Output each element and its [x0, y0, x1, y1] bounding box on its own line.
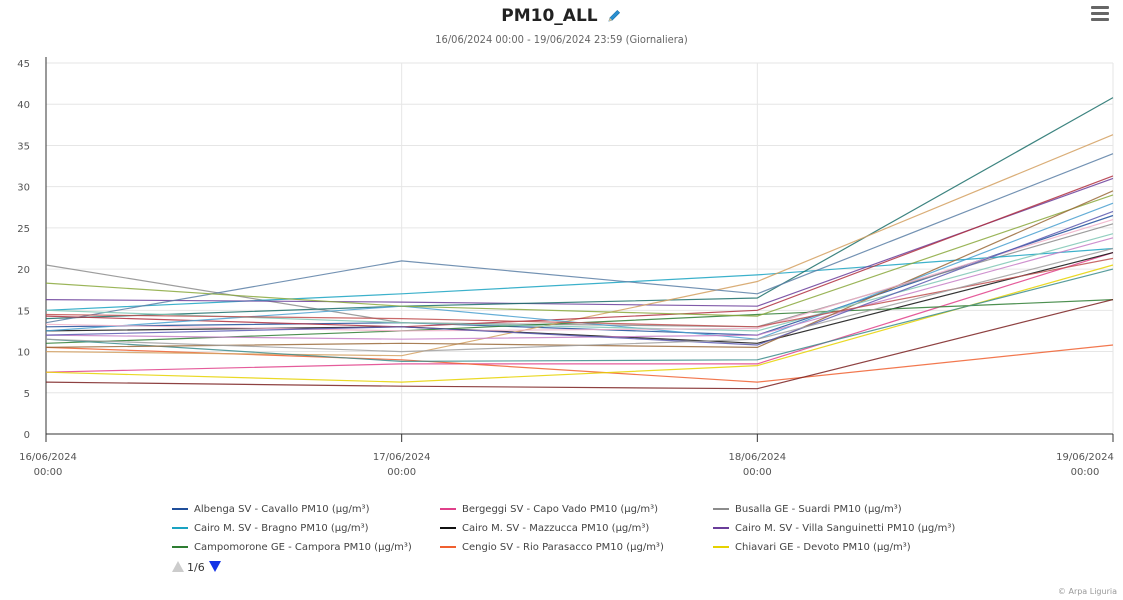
- x-tick-label-date: 17/06/2024: [373, 452, 431, 463]
- x-tick-label-time: 00:00: [743, 467, 772, 478]
- legend-item-label: Busalla GE - Suardi PM10 (µg/m³): [735, 504, 902, 515]
- y-tick-label: 15: [17, 306, 30, 317]
- credits-text: © Arpa Liguria: [1057, 587, 1117, 596]
- y-tick-label: 45: [17, 59, 30, 70]
- y-tick-label: 0: [24, 430, 30, 441]
- series-line: [45, 237, 1114, 340]
- series-line: [45, 210, 1114, 346]
- x-tick-label-date: 16/06/2024: [19, 452, 77, 463]
- legend-pager: 1/6: [172, 561, 221, 575]
- series-line: [45, 257, 1114, 328]
- series-line: [45, 268, 1114, 363]
- legend-item-label: Chiavari GE - Devoto PM10 (µg/m³): [735, 542, 911, 553]
- y-tick-label: 35: [17, 141, 30, 152]
- legend-page-up-arrow-icon: [172, 561, 184, 572]
- series-line: [45, 247, 1114, 353]
- series-line: [45, 97, 1114, 320]
- x-tick-label-date: 18/06/2024: [729, 452, 787, 463]
- edit-pencil-icon[interactable]: [607, 8, 622, 27]
- chart-title: PM10_ALL: [501, 6, 598, 26]
- legend-item-albenga-cavallo[interactable]: Albenga SV - Cavallo PM10 (µg/m³): [172, 503, 369, 517]
- y-tick-label: 25: [17, 224, 30, 235]
- legend-swatch: [713, 546, 729, 548]
- legend-item-cairo-villa-sanguinetti[interactable]: Cairo M. SV - Villa Sanguinetti PM10 (µg…: [713, 522, 955, 536]
- legend-swatch: [713, 508, 729, 510]
- legend-item-cengio-rio-parasacco[interactable]: Cengio SV - Rio Parasacco PM10 (µg/m³): [440, 541, 664, 555]
- legend-item-campomorone-campora[interactable]: Campomorone GE - Campora PM10 (µg/m³): [172, 541, 412, 555]
- series-line: [45, 194, 1114, 317]
- legend-swatch: [172, 508, 188, 510]
- legend-item-label: Cairo M. SV - Villa Sanguinetti PM10 (µg…: [735, 523, 956, 534]
- series-line: [45, 153, 1114, 324]
- chart-menu-hamburger-icon[interactable]: [1091, 6, 1109, 22]
- legend-swatch: [172, 546, 188, 548]
- series-line: [45, 219, 1114, 332]
- legend-item-bergeggi-capo-vado[interactable]: Bergeggi SV - Capo Vado PM10 (µg/m³): [440, 503, 658, 517]
- legend-page-number: 1/6: [187, 561, 205, 574]
- legend-item-label: Bergeggi SV - Capo Vado PM10 (µg/m³): [462, 504, 659, 515]
- series-line: [45, 299, 1114, 390]
- legend-item-cairo-mazzucca[interactable]: Cairo M. SV - Mazzucca PM10 (µg/m³): [440, 522, 649, 536]
- x-tick-label-date: 19/06/2024: [1056, 452, 1114, 463]
- legend-swatch: [713, 527, 729, 529]
- chart-subtitle: 16/06/2024 00:00 - 19/06/2024 23:59 (Gio…: [435, 33, 688, 46]
- series-line: [45, 223, 1114, 328]
- legend-item-label: Cairo M. SV - Bragno PM10 (µg/m³): [194, 523, 369, 534]
- series-line: [45, 264, 1114, 383]
- y-tick-label: 10: [17, 348, 30, 359]
- legend-item-label: Cairo M. SV - Mazzucca PM10 (µg/m³): [462, 523, 650, 534]
- legend-swatch: [440, 508, 456, 510]
- legend-swatch: [440, 546, 456, 548]
- series-line: [45, 175, 1114, 328]
- legend-item-chiavari-devoto[interactable]: Chiavari GE - Devoto PM10 (µg/m³): [713, 541, 911, 555]
- legend-item-label: Albenga SV - Cavallo PM10 (µg/m³): [194, 504, 370, 515]
- legend-item-label: Campomorone GE - Campora PM10 (µg/m³): [194, 542, 412, 553]
- x-tick-label-time: 00:00: [387, 467, 416, 478]
- legend-item-busalla-suardi[interactable]: Busalla GE - Suardi PM10 (µg/m³): [713, 503, 902, 517]
- y-tick-label: 20: [17, 265, 30, 276]
- series-line: [45, 247, 1114, 311]
- legend-item-label: Cengio SV - Rio Parasacco PM10 (µg/m³): [462, 542, 664, 553]
- line-chart: 0 5 10 15 20 25 30 35 40 45 16/06/2024 00:00 17/06/2…: [17, 57, 1114, 478]
- series-line: [45, 214, 1114, 336]
- x-tick-label-time: 00:00: [34, 467, 63, 478]
- series-line: [45, 252, 1114, 344]
- x-tick-label-time: 00:00: [1071, 467, 1100, 478]
- legend-swatch: [172, 527, 188, 529]
- y-tick-label: 30: [17, 183, 30, 194]
- legend-swatch: [440, 527, 456, 529]
- chart-title-bar: PM10_ALL: [0, 6, 1123, 27]
- legend-page-down-arrow-icon[interactable]: [208, 561, 221, 572]
- series-line: [45, 177, 1114, 307]
- y-tick-label: 5: [24, 389, 30, 400]
- legend-item-cairo-bragno[interactable]: Cairo M. SV - Bragno PM10 (µg/m³): [172, 522, 369, 536]
- y-tick-label: 40: [17, 100, 30, 111]
- series-line: [45, 252, 1114, 373]
